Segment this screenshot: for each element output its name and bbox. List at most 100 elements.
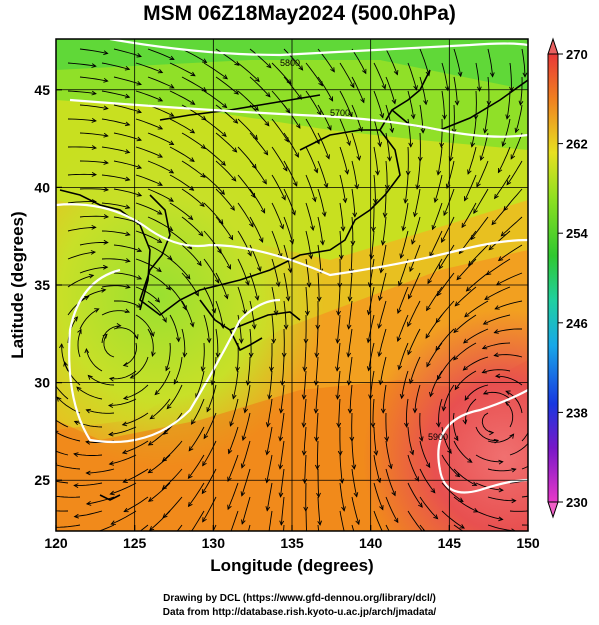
- streamline: [351, 468, 358, 497]
- streamline: [351, 440, 355, 469]
- streamline-arrowhead: [482, 390, 489, 395]
- streamline: [101, 325, 121, 344]
- colorbar-label: 246: [566, 316, 588, 331]
- streamline: [351, 524, 355, 531]
- streamline: [397, 286, 409, 314]
- streamline: [147, 188, 174, 202]
- streamline: [491, 202, 511, 225]
- streamline: [79, 289, 106, 302]
- streamline: [370, 230, 375, 259]
- streamline-arrowhead: [510, 154, 516, 160]
- streamline-arrowhead: [285, 296, 291, 302]
- streamline: [407, 426, 414, 455]
- streamline-arrowhead: [287, 267, 293, 274]
- streamline-arrowhead: [437, 375, 442, 381]
- streamline: [385, 496, 399, 523]
- streamline-arrowhead: [85, 501, 92, 506]
- streamline: [241, 468, 251, 496]
- streamline: [317, 272, 320, 302]
- streamline: [521, 465, 528, 470]
- x-axis-label: Longitude (degrees): [210, 556, 374, 575]
- streamline-arrowhead: [294, 152, 299, 158]
- streamline-arrowhead: [84, 295, 90, 301]
- streamline-arrowhead: [279, 520, 285, 526]
- colorbar-label: 238: [566, 405, 588, 420]
- streamline: [336, 314, 341, 343]
- streamline: [267, 398, 273, 427]
- streamline: [348, 300, 353, 329]
- streamline: [471, 118, 477, 147]
- streamline: [416, 160, 421, 189]
- streamline: [249, 272, 259, 301]
- streamline-arrowhead: [320, 240, 325, 246]
- streamline-arrowhead: [401, 226, 407, 232]
- streamline-arrowhead: [476, 86, 482, 92]
- streamline: [212, 524, 217, 531]
- streamline: [201, 342, 205, 371]
- streamline: [432, 202, 443, 230]
- streamline-arrowhead: [511, 528, 517, 531]
- streamline-arrowhead: [243, 408, 249, 414]
- streamline: [169, 146, 195, 162]
- streamline: [429, 370, 443, 397]
- streamline: [101, 285, 130, 288]
- streamline: [147, 48, 175, 60]
- streamline: [79, 104, 108, 110]
- streamline: [419, 76, 427, 105]
- streamline-arrowhead: [103, 214, 110, 219]
- streamline: [281, 356, 285, 385]
- streamline: [113, 132, 142, 141]
- streamline: [368, 342, 375, 371]
- streamline-arrowhead: [379, 268, 384, 274]
- streamline-arrowhead: [457, 71, 463, 78]
- streamline-arrowhead: [464, 395, 470, 401]
- streamline: [122, 412, 149, 426]
- streamline: [434, 174, 443, 203]
- streamline-arrowhead: [454, 100, 460, 106]
- streamline-arrowhead: [412, 408, 418, 414]
- streamline-arrowhead: [265, 422, 271, 428]
- streamline: [437, 146, 443, 175]
- streamline-arrowhead: [247, 251, 252, 257]
- streamline-arrowhead: [91, 63, 97, 68]
- y-tick-label: 45: [34, 82, 50, 98]
- streamline-arrowhead: [335, 394, 341, 400]
- streamline-arrowhead: [312, 196, 317, 203]
- streamline-arrowhead: [263, 150, 269, 156]
- streamline: [385, 412, 388, 442]
- streamline-arrowhead: [327, 125, 332, 131]
- streamline-arrowhead: [330, 67, 335, 73]
- streamline-arrowhead: [396, 308, 402, 315]
- streamline-arrowhead: [266, 63, 272, 69]
- streamline-arrowhead: [336, 422, 342, 429]
- streamline: [441, 90, 446, 119]
- streamline-arrowhead: [91, 224, 97, 230]
- streamline-arrowhead: [388, 463, 393, 470]
- streamline: [373, 118, 381, 147]
- streamline-arrowhead: [430, 488, 436, 494]
- streamline: [135, 118, 163, 130]
- streamline-arrowhead: [347, 408, 353, 414]
- streamline: [176, 524, 183, 531]
- streamline: [373, 454, 381, 483]
- streamline: [435, 328, 455, 351]
- streamline-arrowhead: [381, 84, 387, 90]
- streamline: [378, 328, 387, 357]
- streamline-arrowhead: [63, 361, 68, 367]
- streamline: [465, 398, 477, 424]
- x-tick-label: 130: [202, 535, 226, 551]
- streamline-arrowhead: [373, 450, 379, 456]
- streamline-arrowhead: [121, 421, 128, 427]
- streamline-arrowhead: [387, 156, 392, 162]
- streamline: [509, 442, 528, 456]
- streamline-arrowhead: [303, 506, 309, 513]
- streamline: [419, 440, 431, 468]
- streamline: [487, 48, 494, 77]
- streamline-arrowhead: [352, 212, 358, 218]
- streamline: [494, 328, 522, 334]
- streamline: [203, 258, 220, 284]
- streamline: [453, 104, 455, 134]
- streamline: [487, 76, 490, 106]
- streamline-arrowhead: [494, 193, 499, 200]
